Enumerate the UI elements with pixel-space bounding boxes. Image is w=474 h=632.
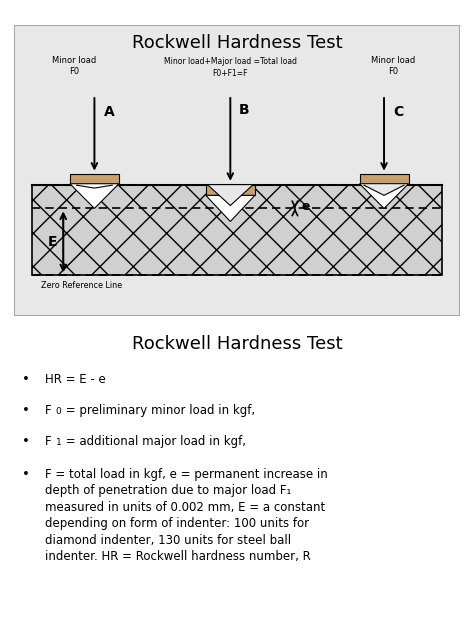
- Bar: [70, 174, 119, 184]
- Text: Rockwell Hardness Test: Rockwell Hardness Test: [132, 335, 342, 353]
- Text: Minor load
F0: Minor load F0: [371, 56, 415, 76]
- Text: e: e: [301, 200, 310, 214]
- Text: 1: 1: [55, 439, 61, 447]
- Text: C: C: [393, 106, 403, 119]
- Text: •: •: [22, 404, 30, 417]
- Text: F: F: [45, 404, 52, 417]
- Text: 0: 0: [55, 408, 61, 416]
- Text: F0+F1=F: F0+F1=F: [212, 69, 248, 78]
- Bar: [32, 185, 442, 276]
- Text: Rockwell Hardness Test: Rockwell Hardness Test: [132, 33, 342, 52]
- Text: A: A: [104, 106, 115, 119]
- Text: Minor load
F0: Minor load F0: [52, 56, 97, 76]
- Text: E: E: [47, 235, 57, 249]
- Polygon shape: [70, 184, 119, 209]
- Text: •: •: [22, 435, 30, 448]
- Bar: [359, 174, 409, 184]
- Polygon shape: [359, 184, 409, 209]
- Text: Zero Reference Line: Zero Reference Line: [41, 281, 122, 290]
- Text: •: •: [22, 374, 30, 386]
- Text: B: B: [238, 102, 249, 116]
- Text: HR = E - e: HR = E - e: [45, 374, 106, 386]
- Text: Minor load+Major load =Total load: Minor load+Major load =Total load: [164, 57, 297, 66]
- Text: •: •: [22, 468, 30, 481]
- Polygon shape: [206, 195, 255, 221]
- Text: F: F: [45, 435, 52, 448]
- Text: = additional major load in kgf,: = additional major load in kgf,: [62, 435, 246, 448]
- Text: F = total load in kgf, e = permanent increase in
depth of penetration due to maj: F = total load in kgf, e = permanent inc…: [45, 468, 328, 563]
- Text: = preliminary minor load in kgf,: = preliminary minor load in kgf,: [62, 404, 255, 417]
- Bar: [206, 185, 255, 195]
